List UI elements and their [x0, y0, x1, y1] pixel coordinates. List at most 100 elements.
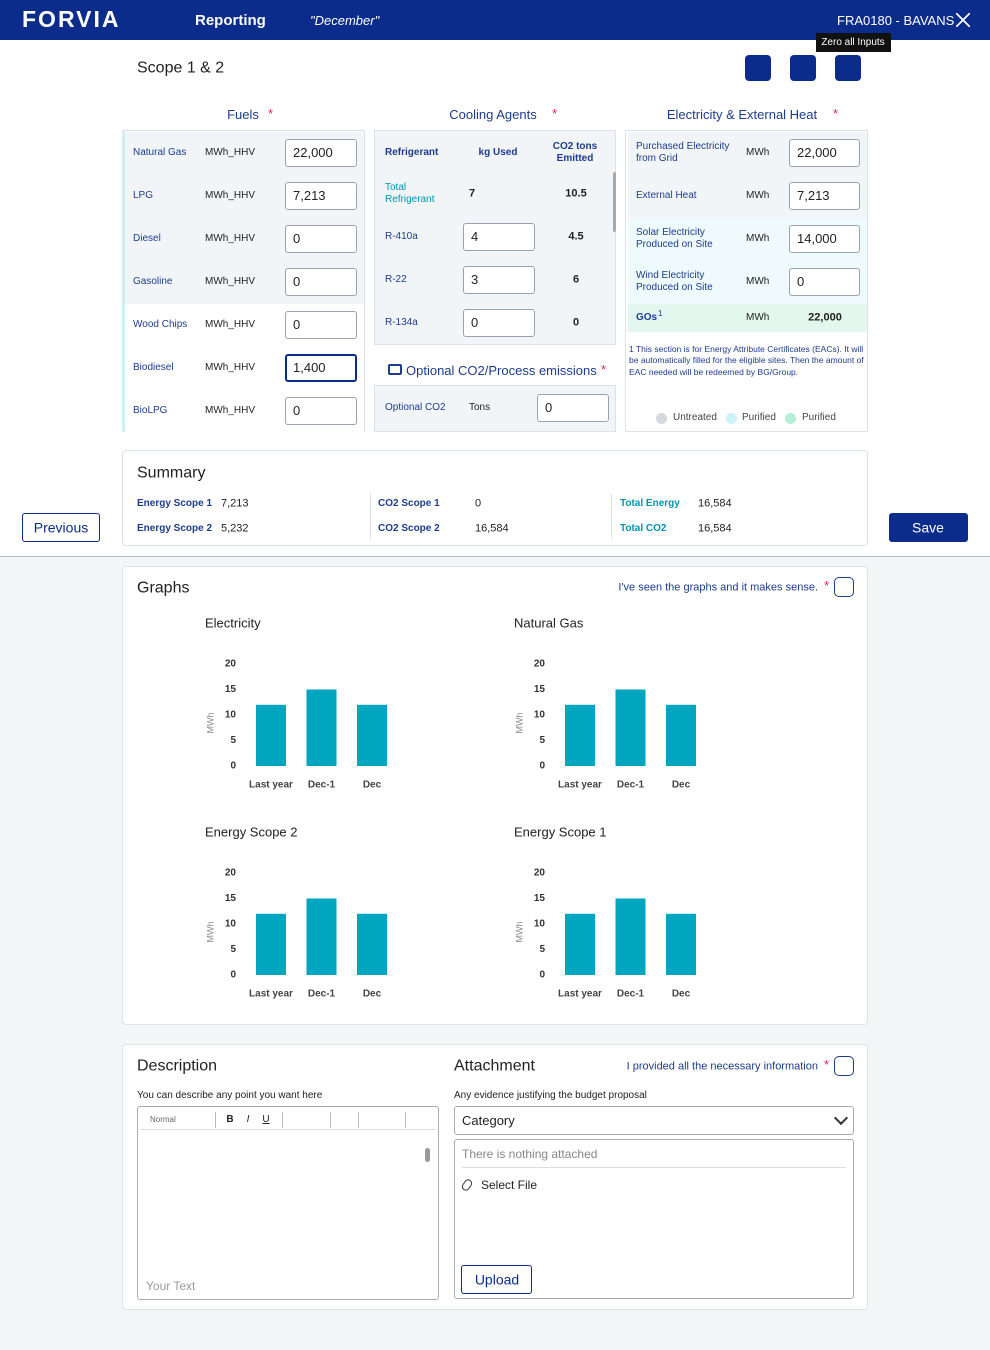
text-input[interactable]: [285, 397, 357, 425]
confirm-label: I've seen the graphs and it makes sense.: [618, 581, 818, 594]
x-tick-label: Dec: [672, 780, 691, 791]
text-input[interactable]: [285, 354, 357, 382]
button-label[interactable]: Previous: [33, 519, 89, 536]
text-editor[interactable]: [137, 1106, 439, 1300]
y-tick-label: 5: [539, 944, 545, 955]
toolbar-button[interactable]: I: [246, 1114, 250, 1125]
close-button[interactable]: [956, 13, 970, 27]
x-tick-label: Last year: [249, 780, 293, 791]
text-input[interactable]: [789, 139, 860, 167]
unit: MWh_HHV: [205, 362, 256, 373]
section-title: Attachment: [454, 1057, 535, 1075]
y-tick-label: 15: [225, 893, 237, 904]
x-tick-label: Last year: [249, 989, 293, 1000]
bar: [565, 704, 595, 766]
input-value: 22,000: [293, 145, 333, 161]
co2-value: 0: [572, 316, 580, 329]
toolbar-button[interactable]: B: [226, 1114, 234, 1125]
button-label[interactable]: Save: [912, 519, 944, 536]
summary-label: Total Energy: [620, 498, 680, 509]
bar: [357, 704, 387, 766]
legend-dot: [656, 413, 667, 424]
bar-chart: Energy Scope 1 MWh 0 5 10 15 20 Last year Dec-1 D…: [514, 824, 696, 1000]
y-tick-label: 5: [230, 944, 236, 955]
tooltip: [816, 33, 891, 52]
summary-label: Energy Scope 1: [137, 498, 213, 509]
required-mark: *: [824, 578, 830, 594]
input-value: 0: [293, 231, 301, 247]
save-button[interactable]: [889, 513, 968, 542]
text-input[interactable]: [789, 268, 860, 296]
fuel-name: Natural Gas: [133, 147, 187, 158]
text-input[interactable]: [285, 139, 357, 167]
text-input[interactable]: [285, 182, 357, 210]
checkbox[interactable]: [834, 577, 854, 597]
input-value: 0: [293, 403, 301, 419]
column-header: kg Used: [478, 147, 518, 158]
summary-value: 5,232: [221, 522, 249, 535]
unit: MWh: [746, 190, 770, 201]
fuel-name: Gasoline: [133, 276, 173, 287]
toolbar: [140, 1110, 436, 1130]
y-tick-label: 15: [534, 684, 546, 695]
text-input[interactable]: [285, 268, 357, 296]
text-input[interactable]: [789, 182, 860, 210]
column-header: Refrigerant: [385, 147, 439, 158]
icon: [388, 364, 402, 375]
category-select[interactable]: [454, 1106, 854, 1135]
refrigerant-name: R-22: [385, 274, 407, 285]
text-input[interactable]: [537, 394, 609, 422]
y-axis-label: MWh: [205, 922, 215, 943]
unit: MWh_HHV: [205, 405, 256, 416]
x-tick-label: Dec: [363, 780, 382, 791]
y-axis-label: MWh: [514, 713, 524, 734]
site-name: FRA0180 - BAVANS: [837, 13, 955, 29]
gos-row: [628, 304, 867, 332]
text-input[interactable]: [463, 223, 535, 251]
y-tick-label: 5: [539, 735, 545, 746]
unit: Tons: [469, 402, 491, 413]
y-tick-label: 10: [225, 919, 237, 930]
placeholder: Your Text: [146, 1278, 196, 1293]
text-input[interactable]: [285, 311, 357, 339]
style-select[interactable]: Normal: [150, 1115, 176, 1125]
toolbar-button[interactable]: U: [262, 1114, 270, 1125]
checklist-button[interactable]: [745, 55, 771, 81]
button-label[interactable]: Upload: [474, 1271, 520, 1288]
y-tick-label: 0: [539, 761, 545, 772]
zero-button[interactable]: [835, 55, 861, 81]
source-name: Wind Electricity Produced on Site: [636, 270, 713, 293]
text-input[interactable]: [789, 225, 860, 253]
input-value: 14,000: [797, 231, 837, 247]
section-title: Graphs: [137, 579, 190, 597]
legend-dot: [726, 413, 737, 424]
upload-button[interactable]: [461, 1265, 532, 1294]
panel-title: Fuels: [227, 107, 259, 123]
toolbar-divider: [330, 1112, 331, 1128]
input-value: 22,000: [797, 145, 837, 161]
y-tick-label: 20: [534, 868, 546, 879]
text-input[interactable]: [463, 309, 535, 337]
text-input[interactable]: [463, 266, 535, 294]
scrollbar: [613, 172, 616, 232]
toolbar-divider: [215, 1112, 216, 1128]
bar: [306, 689, 337, 766]
text-input[interactable]: [285, 225, 357, 253]
checkbox[interactable]: [834, 1056, 854, 1076]
input-value: 0: [293, 317, 301, 333]
x-tick-label: Dec: [672, 989, 691, 1000]
input-value: 0: [797, 274, 805, 290]
previous-button[interactable]: [22, 513, 100, 542]
swap-button[interactable]: [790, 55, 816, 81]
summary-card: [122, 450, 868, 546]
hint: You can describe any point you want here: [137, 1090, 323, 1101]
required-mark: *: [552, 106, 558, 122]
select-file[interactable]: Select File: [481, 1177, 538, 1192]
total-co2: 10.5: [565, 187, 587, 200]
bar: [615, 898, 646, 975]
bar-chart: Natural Gas MWh 0 5 10 15 20 Last year Dec-1 Dec: [514, 615, 696, 791]
panel-title: Optional CO2/Process emissions: [406, 363, 597, 379]
fuel-name: Diesel: [133, 233, 161, 244]
toolbar-divider: [282, 1112, 283, 1128]
chart-title: Electricity: [205, 615, 261, 630]
